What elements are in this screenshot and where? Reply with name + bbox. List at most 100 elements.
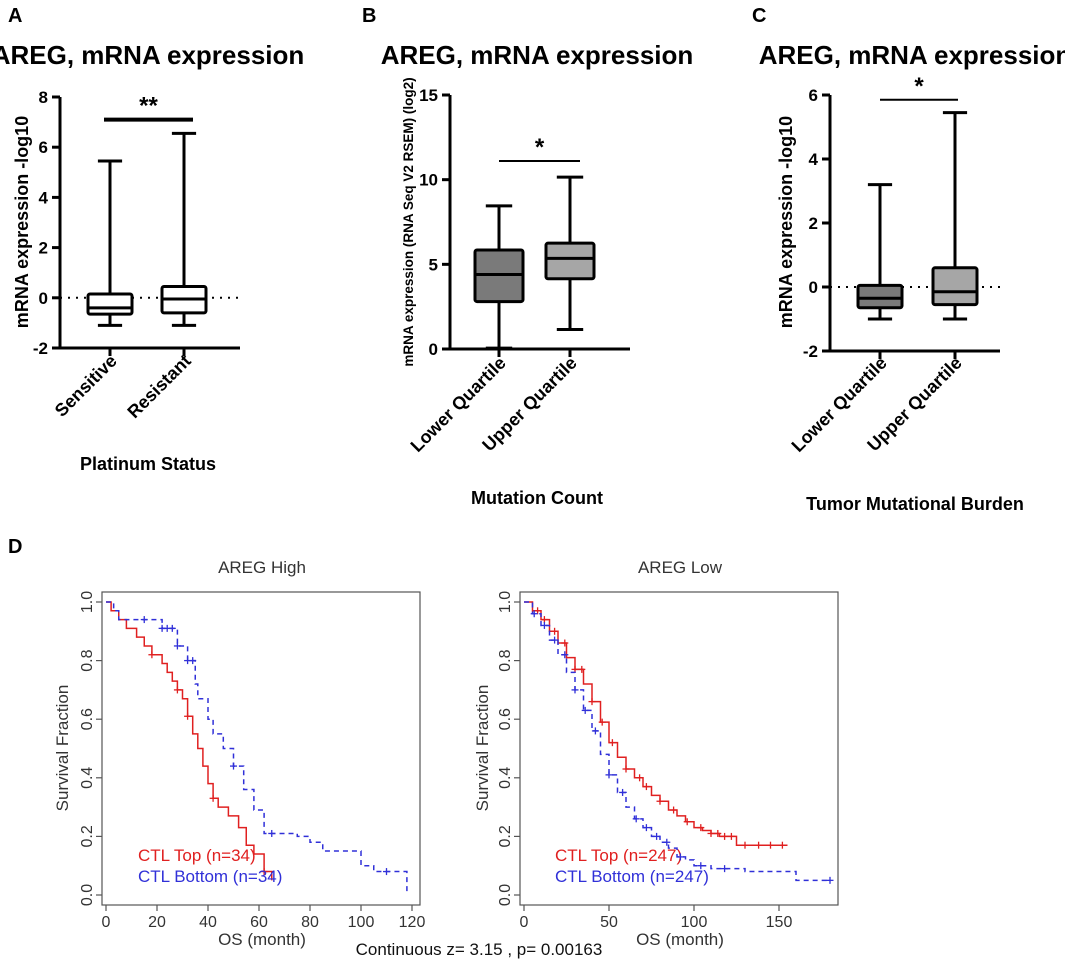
panel-d-km-2-x-tick-label: 150 [766,914,793,931]
panel-d-km-2-censor-mark [642,783,650,791]
panel-d-km-2-censor-mark [755,841,763,849]
panel-c-x-label: Tumor Mutational Burden [806,494,1024,514]
panel-d-km-2-censor-mark [551,627,559,635]
panel-label-b: B [362,5,376,27]
panel-d-km-2-x-label: OS (month) [636,930,724,949]
panel-label-d: D [8,536,22,558]
panel-c-y-tick-label: -2 [803,342,818,361]
panel-b-y-tick-label: 5 [429,255,438,274]
panel-d-km-2-censor-mark [622,765,630,773]
panel-d-km-2-y-tick-label: 1.0 [497,591,514,613]
panel-d-km-2-censor-mark [741,841,749,849]
panel-d-km-2-censor-mark [605,771,613,779]
panel-d-km-1-x-tick-label: 0 [102,914,111,931]
panel-c-title: AREG, mRNA expression [759,40,1065,70]
panel-d-km-1-title: AREG High [218,558,306,577]
panel-a-significance-label: ** [139,93,158,120]
panel-c-y-tick-label: 2 [809,214,818,233]
panel-d-km-2-censor-mark [581,706,589,714]
panel-d-km-2-y-label: Survival Fraction [473,685,492,812]
panel-d-km-2-y-tick-label: 0.6 [497,708,514,730]
panel-d-km-2-censor-mark [598,718,606,726]
panel-a-y-tick-label: 8 [39,88,48,107]
panel-a-y-tick-label: 2 [39,239,48,258]
panel-d-km-2-censor-mark [636,774,644,782]
panel-d-km-1-censor-mark [173,686,181,694]
panel-d-km-2-censor-mark [653,832,661,840]
panel-d-km-1-y-tick-label: 0.6 [79,708,96,730]
panel-d-km-2-censor-mark [540,621,548,629]
panel-a-y-tick-label: 4 [39,188,49,207]
panel-a-y-label: mRNA expression -log10 [12,116,32,328]
panel-b-y-tick-label: 0 [429,340,438,359]
panel-d-km-1-censor-mark [140,616,148,624]
panel-b-y-label: mRNA expression (RNA Seq V2 RSEM) (log2) [401,77,416,366]
panel-b-significance-label: * [535,134,545,161]
panel-d-km-2-censor-mark [571,686,579,694]
panel-d-km-2-censor-mark [778,841,786,849]
panel-d-km-2-censor-mark [663,838,671,846]
panel-a-box [86,292,134,316]
panel-b-y-tick-label: 15 [419,86,438,105]
panel-d-km-2-x-tick-label: 0 [520,914,529,931]
panel-c-box [856,283,904,310]
panel-label-c: C [752,5,766,27]
panel-d-km-2-y-tick-label: 0.8 [497,649,514,671]
panel-d-km-2-y-tick-label: 0.2 [497,825,514,847]
panel-c-y-label: mRNA expression -log10 [776,116,796,328]
panel-b-y-tick-label: 10 [419,171,438,190]
panel-d-km-2-censor-mark [826,876,834,884]
panel-d-km-2-censor-mark [530,610,538,618]
panel-d-km-1-x-tick-label: 40 [199,914,217,931]
panel-d-km-2-censor-mark [670,806,678,814]
panel-a-y-tick-label: 0 [39,289,48,308]
panel-d-km-1-x-tick-label: 80 [301,914,319,931]
panel-c-y-tick-label: 0 [809,278,818,297]
panel-b-title: AREG, mRNA expression [381,40,694,70]
panel-d-km-1-survival-curve-top [106,601,273,881]
panel-c-significance-label: * [914,73,924,100]
panel-d-km-1-x-label: OS (month) [218,930,306,949]
panel-d-km-1-censor-mark [148,651,156,659]
panel-a-y-tick-label: 6 [39,138,48,157]
panel-d-km-2-censor-mark [727,832,735,840]
panel-d-km-2-censor-mark [721,832,729,840]
panel-d-km-1-censor-mark [260,868,268,876]
panel-d-km-2-censor-mark [578,665,586,673]
panel-d-km-1-x-tick-label: 20 [148,914,166,931]
panel-d-km-2-legend-top: CTL Top (n=247) [555,846,682,865]
panel-d-km-2-title: AREG Low [638,558,723,577]
panel-d-km-2-censor-mark [683,818,691,826]
panel-d-km-1-censor-mark [209,794,217,802]
panel-c-y-tick-label: 4 [809,150,819,169]
panel-d-km-2-censor-mark [697,862,705,870]
panel-c-box [931,266,979,307]
panel-d-km-2-censor-mark [608,739,616,747]
panel-a-y-tick-label: -2 [33,339,48,358]
panel-d-km-1-censor-mark [184,712,192,720]
panel-label-a: A [8,5,22,27]
panel-d-km-2-censor-mark [697,824,705,832]
panel-d-km-2-censor-mark [707,829,715,837]
panel-d-km-1-y-tick-label: 0.0 [79,884,96,906]
panel-d-km-2-censor-mark [676,853,684,861]
panel-a-category-label: Resistant [123,351,194,422]
panel-d-km-1-x-tick-label: 60 [250,914,268,931]
panel-d-km-2-censor-mark [540,616,548,624]
panel-d-km-1-censor-mark [383,868,390,876]
panel-a-category-label: Sensitive [51,351,121,421]
panel-a-title: AREG, mRNA expression [0,40,304,70]
panel-d-km-1-frame [101,591,421,906]
panel-d-km-1-censor-mark [168,624,176,632]
panel-d-km-1-x-tick-label: 100 [348,914,375,931]
panel-b-x-label: Mutation Count [471,488,603,508]
panel-b-box [544,241,596,281]
panel-d-km-2-censor-mark [767,841,774,849]
panel-d-km-1-y-tick-label: 0.4 [79,767,96,789]
panel-d-km-1-x-tick-label: 120 [399,914,426,931]
panel-d-km-2-frame [519,591,839,906]
panel-d-km-2-censor-mark [561,639,569,647]
panel-a-x-label: Platinum Status [80,454,216,474]
panel-d-km-1-y-label: Survival Fraction [53,685,72,812]
